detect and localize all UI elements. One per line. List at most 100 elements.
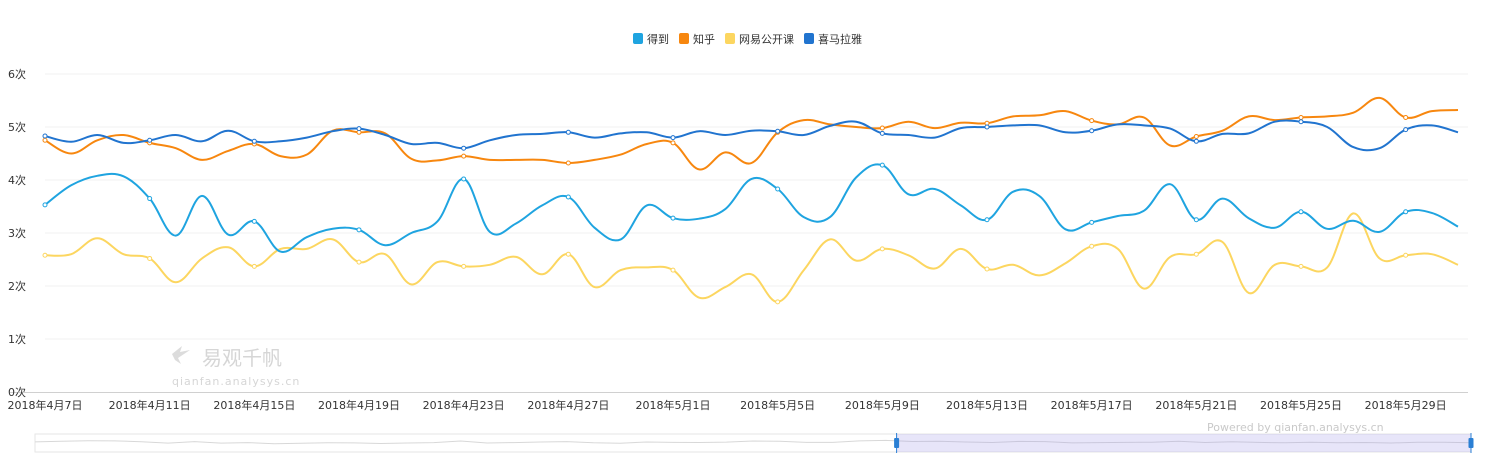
data-point[interactable] [461,153,467,159]
data-point[interactable] [670,267,676,273]
data-point[interactable] [1298,114,1304,120]
y-axis-ticks: 0次 1次 2次 3次 4次 5次 6次 [8,67,26,399]
data-point[interactable] [1298,209,1304,215]
data-point[interactable] [565,160,571,166]
data-point[interactable] [251,138,257,144]
y-tick-label: 3次 [8,226,26,240]
x-tick-label: 2018年5月21日 [1155,398,1237,412]
data-point[interactable] [775,186,781,192]
x-tick-label: 2018年5月25日 [1260,398,1342,412]
x-tick-label: 2018年4月7日 [8,398,83,412]
data-point[interactable] [984,217,990,223]
data-point[interactable] [147,196,153,202]
legend-label: 得到 [647,33,669,46]
data-point[interactable] [147,137,153,143]
data-point[interactable] [251,218,257,224]
data-point[interactable] [42,202,48,208]
data-point[interactable] [879,125,885,131]
data-point[interactable] [565,194,571,200]
data-point[interactable] [251,263,257,269]
data-point[interactable] [1193,134,1199,140]
data-point[interactable] [1298,119,1304,125]
data-point[interactable] [565,251,571,257]
watermark-title: 易观千帆 [202,346,282,370]
data-point[interactable] [356,227,362,233]
legend-swatch [633,33,643,44]
series-line[interactable] [44,163,1459,253]
zoom-selection[interactable] [896,434,1471,452]
data-point[interactable] [1403,114,1409,120]
x-tick-label: 2018年5月5日 [740,398,815,412]
x-tick-label: 2018年4月11日 [109,398,191,412]
data-point[interactable] [1089,219,1095,225]
y-tick-label: 0次 [8,385,26,399]
series-points [42,114,1409,305]
data-point[interactable] [775,128,781,134]
legend-item[interactable]: 网易公开课 [725,33,794,46]
y-tick-label: 1次 [8,332,26,346]
data-point[interactable] [1403,209,1409,215]
x-tick-label: 2018年5月9日 [845,398,920,412]
watermark-logo-icon [172,346,190,364]
legend-item[interactable]: 喜马拉雅 [804,32,862,46]
data-point[interactable] [1089,118,1095,124]
zoom-handle[interactable] [894,433,900,453]
data-point[interactable] [42,252,48,258]
data-point[interactable] [147,255,153,261]
data-point[interactable] [565,129,571,135]
legend[interactable]: 得到 知乎 网易公开课 喜马拉雅 [633,32,862,46]
data-point[interactable] [1193,217,1199,223]
legend-item[interactable]: 得到 [633,33,669,46]
x-axis-ticks: 2018年4月7日 2018年4月11日 2018年4月15日 2018年4月19日 2… [8,398,1447,412]
series-lines [44,96,1459,303]
data-point[interactable] [461,145,467,151]
series-line[interactable] [44,212,1459,303]
data-point[interactable] [879,246,885,252]
data-point[interactable] [42,137,48,143]
data-point[interactable] [461,263,467,269]
x-tick-label: 2018年5月13日 [946,398,1028,412]
data-point[interactable] [1403,127,1409,133]
data-point[interactable] [670,135,676,141]
data-point[interactable] [1193,251,1199,257]
y-tick-label: 6次 [8,67,26,81]
data-point[interactable] [461,176,467,182]
data-point[interactable] [775,299,781,305]
watermark-subtitle: qianfan.analysys.cn [172,375,300,388]
x-tick-label: 2018年5月29日 [1365,398,1447,412]
data-point[interactable] [1089,243,1095,249]
data-point[interactable] [984,266,990,272]
x-tick-label: 2018年4月23日 [423,398,505,412]
legend-swatch [804,33,814,44]
data-point[interactable] [984,124,990,130]
data-point[interactable] [356,126,362,132]
data-point[interactable] [356,259,362,265]
series-line[interactable] [44,119,1459,152]
legend-item[interactable]: 知乎 [679,32,715,46]
x-tick-label: 2018年5月1日 [636,398,711,412]
x-tick-label: 2018年5月17日 [1051,398,1133,412]
data-zoom-slider[interactable] [34,433,1474,453]
data-point[interactable] [1193,138,1199,144]
legend-label: 网易公开课 [739,33,794,46]
series-line[interactable] [44,96,1459,171]
data-point[interactable] [670,215,676,221]
x-tick-label: 2018年4月19日 [318,398,400,412]
data-point[interactable] [1089,128,1095,134]
x-tick-label: 2018年4月15日 [213,398,295,412]
data-point[interactable] [42,133,48,139]
zoom-preview-line [34,439,1472,445]
data-point[interactable] [879,162,885,168]
data-point[interactable] [879,130,885,136]
legend-swatch [679,33,689,44]
y-tick-label: 2次 [8,279,26,293]
data-point[interactable] [670,140,676,146]
watermark: 易观千帆 qianfan.analysys.cn [172,346,300,388]
data-point[interactable] [1403,252,1409,258]
powered-by-text: Powered by qianfan.analysys.cn [1207,421,1384,434]
y-tick-label: 4次 [8,173,26,187]
data-point[interactable] [1298,263,1304,269]
zoom-handle[interactable] [1468,433,1474,453]
legend-label: 知乎 [693,32,715,46]
